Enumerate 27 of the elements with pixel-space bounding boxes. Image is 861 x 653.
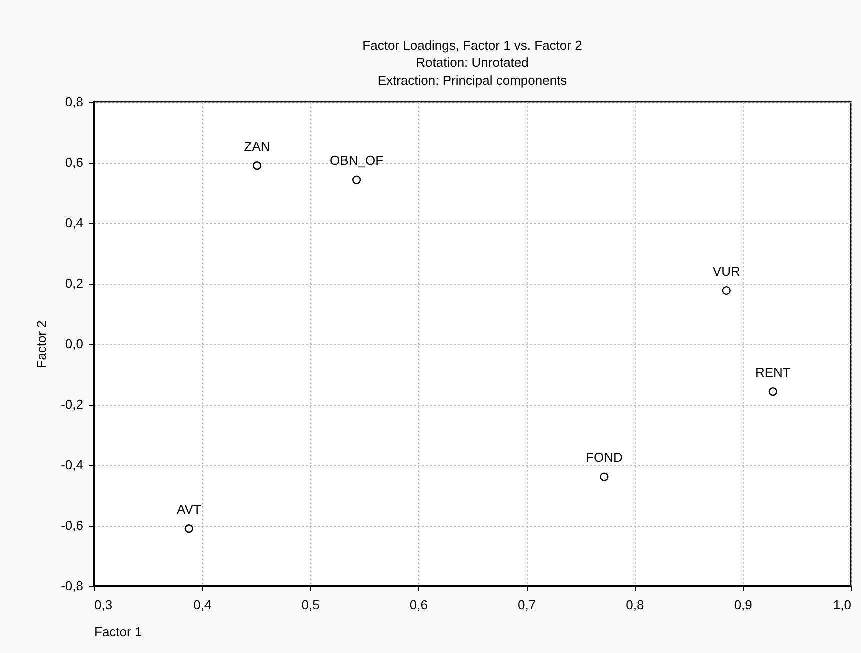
- annotation: RENT: [755, 364, 791, 380]
- annotation: FOND: [586, 450, 623, 466]
- chart-subtitle: Rotation: Unrotated Extraction: Principal components: [378, 55, 568, 88]
- x-tick-label: 0,9: [734, 598, 752, 612]
- y-tick-label: 0,4: [65, 216, 84, 230]
- x-tick-label: 1,0: [833, 598, 852, 612]
- annotation: OBN_OF: [330, 153, 384, 168]
- x-tick-label: 0,6: [410, 598, 428, 612]
- y-axis-title: Factor 2: [34, 320, 50, 368]
- y-tick-label: -0,8: [61, 578, 84, 594]
- y-tick-label: -0,2: [61, 397, 84, 412]
- y-tick-label: 0,8: [65, 94, 84, 110]
- annotation: VUR: [712, 264, 740, 279]
- x-tick-label: 0,8: [626, 598, 644, 612]
- x-axis-title: Factor 1: [94, 624, 142, 640]
- x-tick-label: 0,3: [94, 598, 113, 612]
- y-tick-label: 0,0: [65, 336, 84, 352]
- x-tick-label: 0,7: [518, 598, 536, 612]
- y-tick-label: 0,6: [65, 155, 84, 170]
- chart-title: Factor Loadings, Factor 1 vs. Factor 2: [362, 38, 582, 53]
- y-tick-label: -0,4: [61, 458, 84, 472]
- x-tick-label: 0,4: [194, 598, 212, 612]
- y-tick-label: 0,2: [65, 276, 84, 291]
- x-tick-label: 0,5: [302, 598, 320, 612]
- annotation: ZAN: [244, 138, 270, 154]
- annotation: AVT: [177, 502, 202, 517]
- y-tick-label: -0,6: [61, 518, 84, 533]
